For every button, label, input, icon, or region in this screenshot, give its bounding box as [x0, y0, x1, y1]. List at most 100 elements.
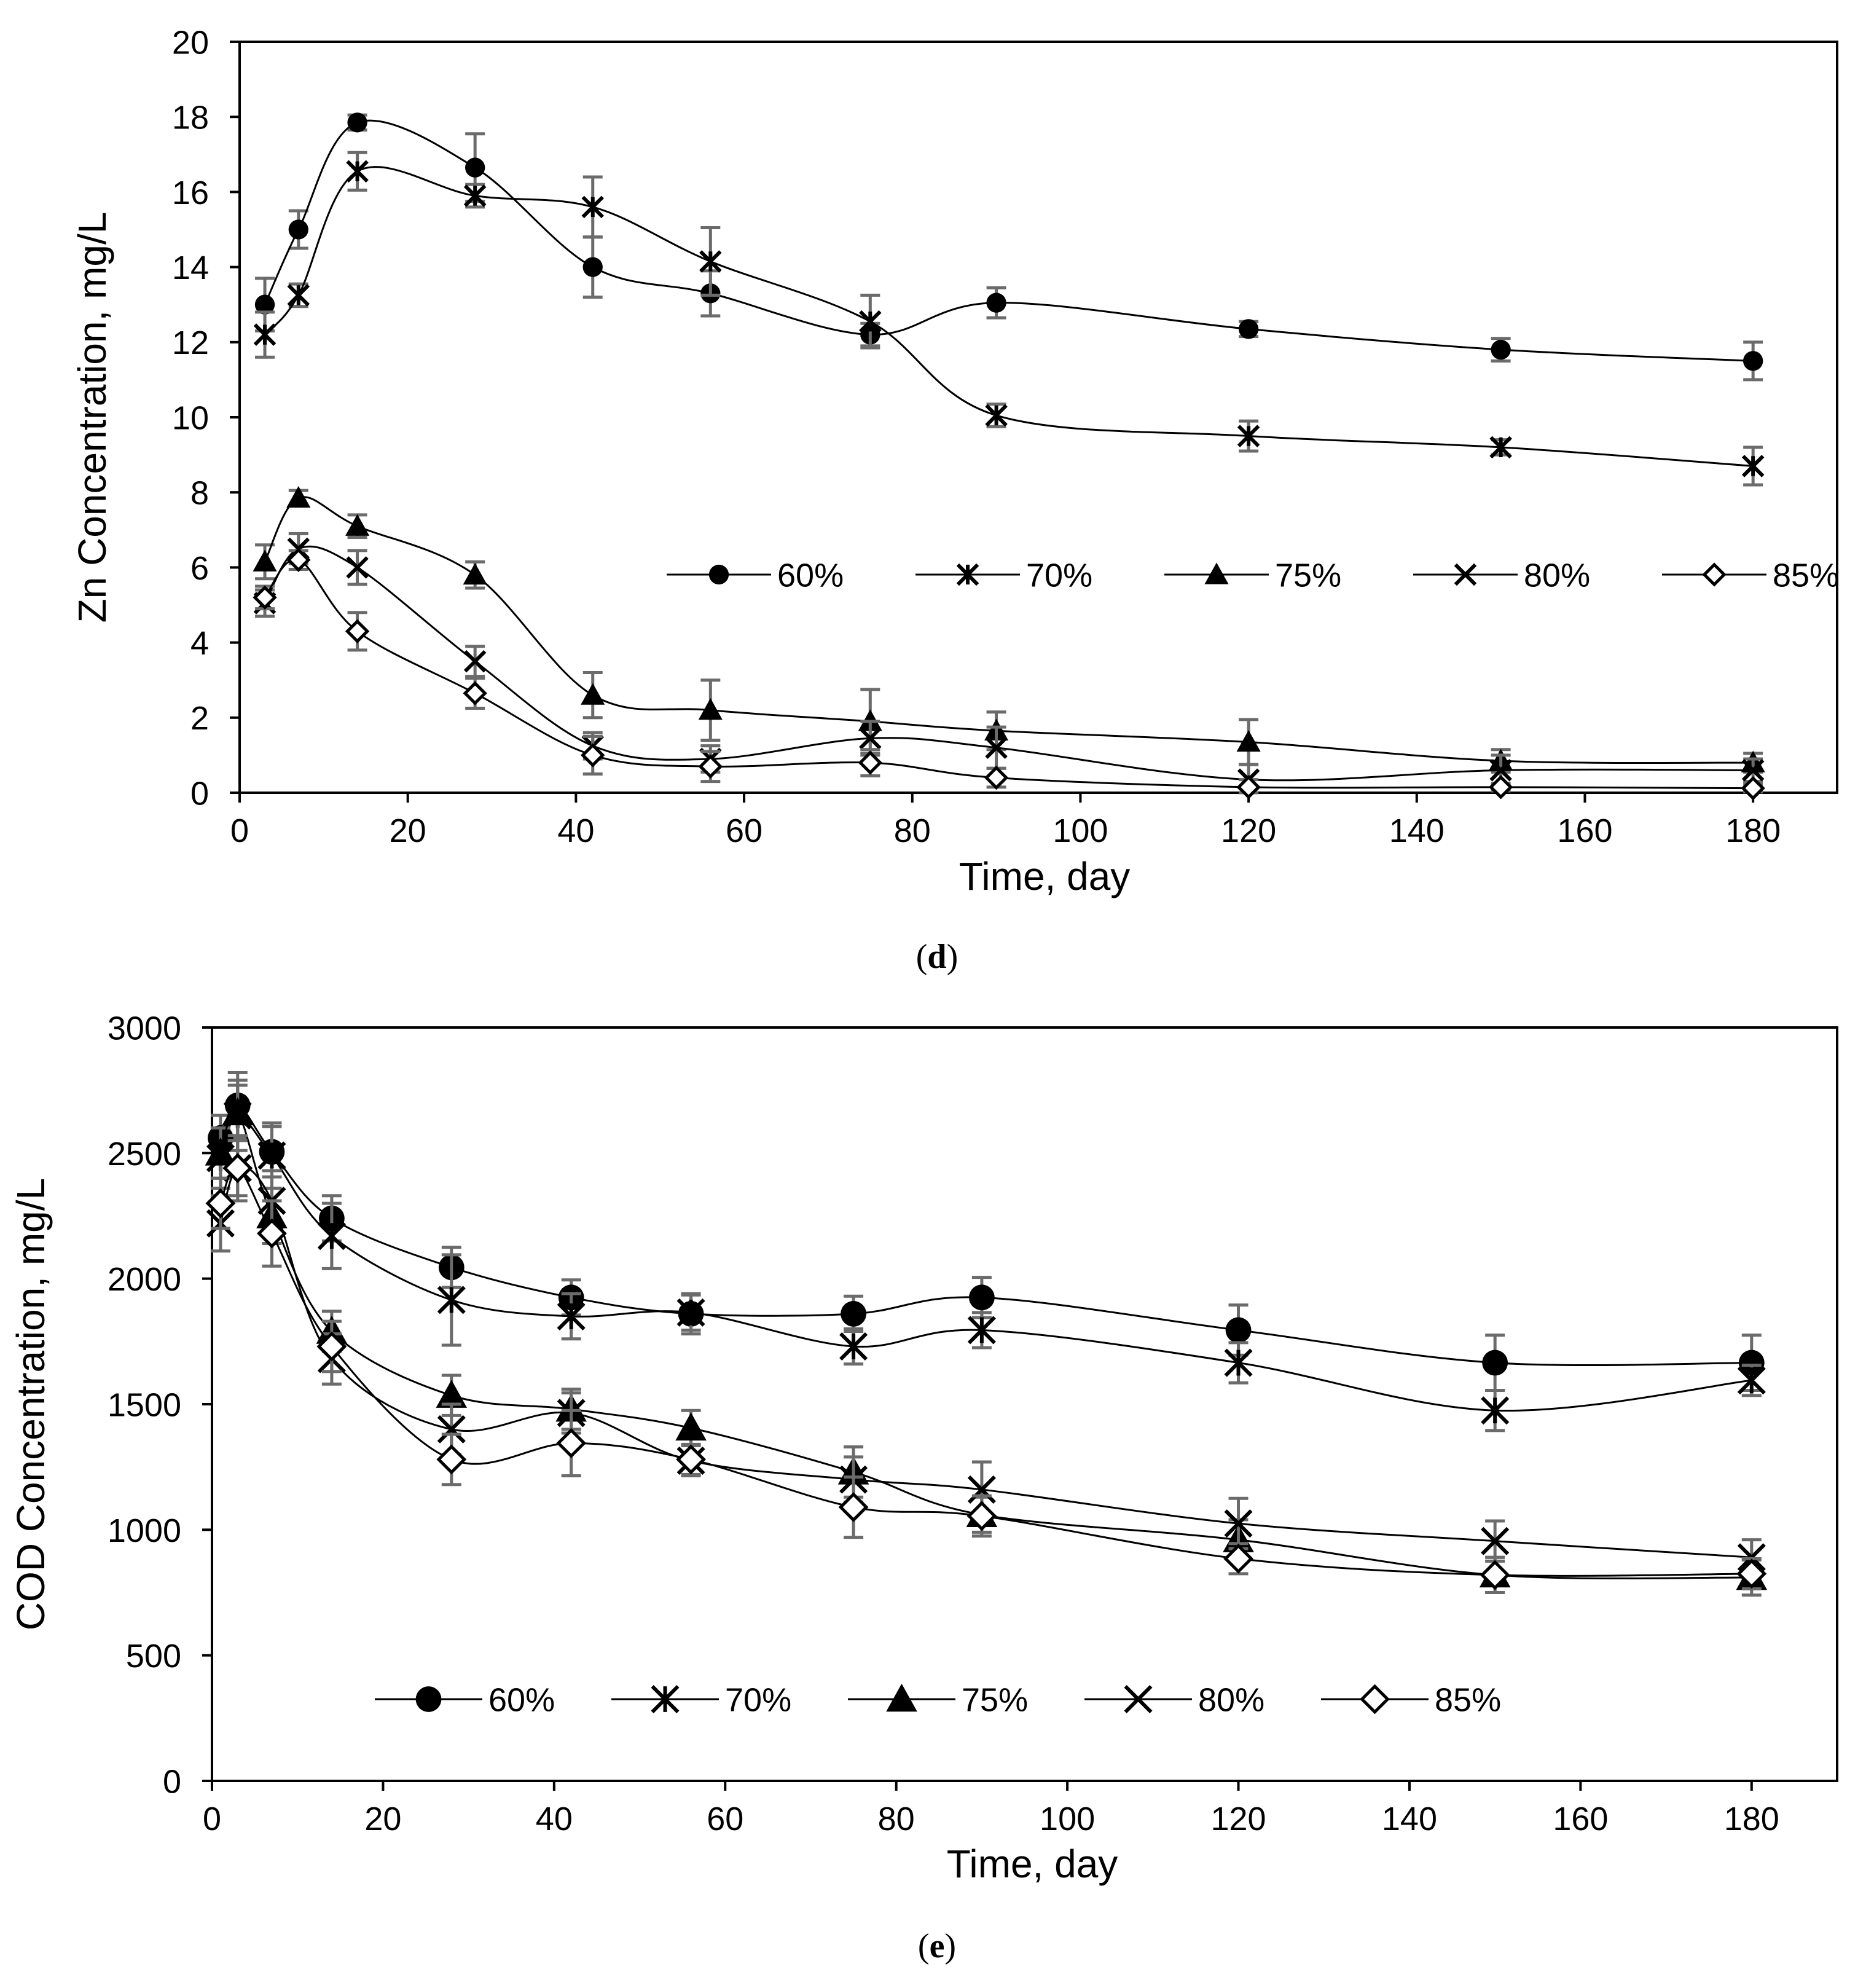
- y-tick-label: 1500: [108, 1386, 181, 1423]
- data-point: [858, 750, 883, 775]
- y-tick-label: 0: [190, 775, 209, 812]
- legend-label: 80%: [1524, 557, 1590, 594]
- data-point: [986, 293, 1006, 313]
- data-point: [581, 683, 605, 705]
- x-tick-label: 100: [1040, 1801, 1095, 1837]
- legend-label: 80%: [1198, 1681, 1264, 1718]
- x-tick-label: 180: [1724, 1801, 1779, 1837]
- series-line: [219, 1114, 1752, 1412]
- data-point: [838, 1492, 869, 1522]
- legend-label: 70%: [1026, 557, 1092, 594]
- y-tick-label: 0: [163, 1763, 181, 1800]
- x-tick-label: 80: [894, 812, 931, 849]
- legend-label: 85%: [1435, 1681, 1501, 1718]
- legend-marker: [1204, 562, 1229, 584]
- data-point: [1741, 759, 1765, 782]
- y-tick-label: 14: [172, 249, 209, 286]
- y-tick-label: 4: [190, 625, 209, 662]
- data-point: [967, 1316, 996, 1345]
- y-tick-label: 12: [172, 324, 209, 361]
- data-point: [317, 1222, 346, 1251]
- y-tick-label: 3000: [108, 1010, 181, 1047]
- legend-label: 75%: [1275, 557, 1341, 594]
- data-point: [676, 1444, 707, 1475]
- x-tick-label: 40: [536, 1801, 573, 1837]
- data-point: [859, 310, 882, 333]
- data-point: [316, 1331, 347, 1362]
- x-axis-label: Time, day: [947, 1842, 1118, 1886]
- data-point: [436, 1444, 467, 1475]
- data-point: [254, 294, 275, 315]
- y-axis-label: Zn Concentration, mg/L: [70, 212, 114, 623]
- y-tick-label: 2000: [108, 1261, 181, 1298]
- data-point: [699, 250, 722, 273]
- legend-label: 70%: [725, 1681, 791, 1718]
- legend-marker: [886, 1683, 917, 1712]
- series-line: [219, 1166, 1752, 1577]
- data-point: [985, 404, 1008, 427]
- series-line: [219, 1104, 1752, 1367]
- data-point: [1224, 1348, 1253, 1377]
- series-line: [219, 1166, 1752, 1558]
- data-point: [698, 754, 723, 779]
- x-tick-label: 120: [1210, 1801, 1266, 1837]
- x-tick-label: 0: [230, 812, 249, 849]
- data-point: [1236, 729, 1261, 752]
- x-tick-label: 140: [1382, 1801, 1437, 1837]
- cod-chart: 0 500 1000 1500 2000 2500 3000 0 20 40 60 80 100 120 1…: [9, 1010, 1838, 1965]
- x-tick-label: 20: [390, 812, 426, 849]
- data-point: [463, 681, 487, 705]
- data-point: [437, 1286, 466, 1314]
- panel-label: (d): [916, 938, 958, 976]
- data-point: [1236, 775, 1261, 800]
- data-point: [1480, 1560, 1510, 1590]
- y-tick-label: 20: [172, 24, 209, 61]
- data-point: [966, 1501, 997, 1531]
- data-point: [985, 736, 1008, 759]
- x-tick-label: 160: [1557, 812, 1612, 849]
- x-tick-label: 180: [1725, 812, 1781, 849]
- data-point: [1741, 455, 1765, 477]
- x-tick-label: 100: [1053, 812, 1108, 849]
- data-point: [1741, 776, 1765, 801]
- series-line: [219, 1110, 1752, 1580]
- series-80pct: [206, 1134, 1766, 1577]
- zn-chart: 0 2 4 6 8 10 12 14 16 18 20 0 20 40 60 80 100 120 140 160 18…: [70, 24, 1839, 976]
- data-point: [463, 563, 487, 585]
- data-point: [257, 1141, 286, 1170]
- data-point: [968, 1284, 995, 1311]
- x-tick-label: 120: [1221, 812, 1276, 849]
- data-point: [1225, 1317, 1252, 1343]
- data-point: [1737, 1366, 1766, 1395]
- data-point: [346, 160, 369, 183]
- series-line: [264, 558, 1754, 790]
- data-point: [286, 485, 311, 508]
- data-point: [557, 1302, 586, 1330]
- y-tick-label: 8: [190, 475, 209, 512]
- legend-marker: [1360, 1684, 1390, 1715]
- data-point: [253, 549, 277, 572]
- series-line: [264, 545, 1754, 782]
- data-point: [1489, 436, 1512, 459]
- data-point: [287, 284, 310, 307]
- x-tick-label: 60: [707, 1801, 743, 1837]
- legend: 60% 70% 75% 80% 85%: [667, 557, 1839, 594]
- series-line: [264, 496, 1754, 764]
- data-point: [463, 650, 487, 673]
- data-point: [859, 727, 882, 750]
- series-85pct: [205, 1139, 1767, 1594]
- legend-label: 60%: [777, 557, 844, 594]
- data-point: [465, 157, 485, 178]
- y-tick-label: 500: [126, 1638, 181, 1675]
- data-point: [1743, 351, 1763, 371]
- data-point: [205, 1188, 236, 1219]
- legend-marker: [651, 1684, 680, 1714]
- data-point: [1481, 1396, 1510, 1425]
- data-point: [253, 585, 277, 610]
- x-tick-label: 40: [557, 812, 594, 849]
- y-tick-label: 16: [172, 175, 209, 211]
- x-tick-label: 80: [878, 1801, 915, 1837]
- data-point: [984, 765, 1009, 790]
- data-point: [286, 548, 311, 572]
